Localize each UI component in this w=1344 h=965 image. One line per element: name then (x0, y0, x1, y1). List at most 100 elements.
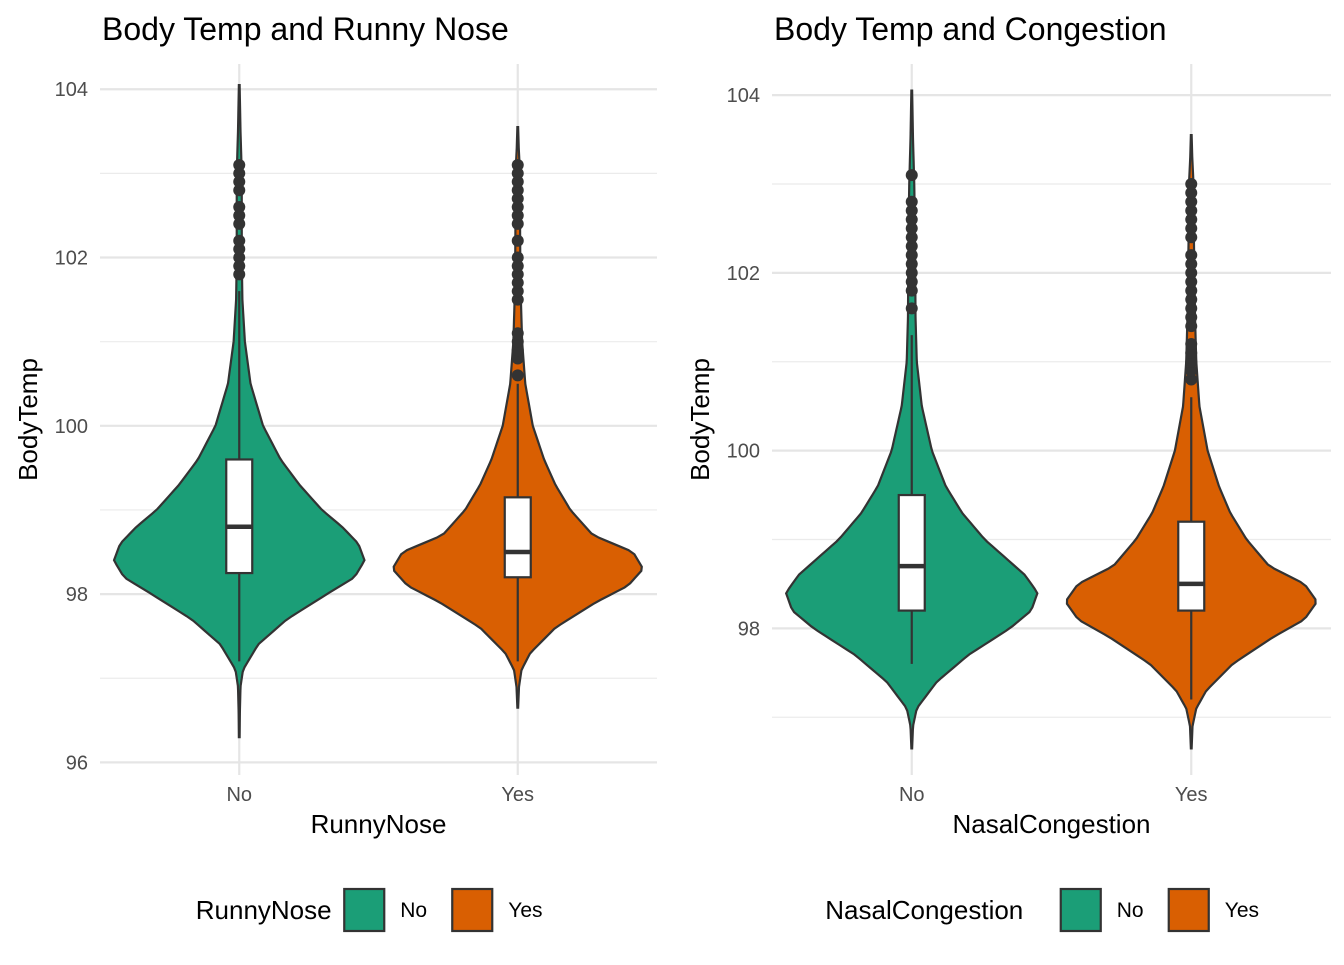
chart-title: Body Temp and Runny Nose (102, 11, 509, 47)
legend-label: No (400, 899, 427, 922)
outlier-point (1185, 355, 1198, 368)
y-tick-label: 102 (727, 263, 760, 285)
x-tick-label: Yes (1175, 784, 1208, 806)
outlier-point (511, 259, 524, 272)
legend-label: Yes (508, 899, 542, 922)
x-tick-label: No (899, 784, 925, 806)
outlier-point (1185, 257, 1198, 270)
legend-swatch-no (343, 887, 386, 933)
outlier-point (511, 285, 524, 298)
outlier-point (233, 175, 246, 188)
y-tick-label: 104 (55, 79, 88, 101)
outlier-point (233, 259, 246, 272)
box-iqr (897, 493, 926, 612)
outlier-point (1185, 364, 1198, 377)
legend-title: RunnyNose (196, 895, 332, 925)
outlier-point (905, 275, 918, 288)
outlier-point (1185, 222, 1198, 235)
x-tick-label: No (226, 784, 252, 806)
outlier-point (511, 175, 524, 188)
outlier-point (511, 344, 524, 357)
outlier-point (233, 184, 246, 197)
outlier-point (233, 234, 246, 247)
outlier-point (233, 158, 246, 171)
outlier-point (511, 209, 524, 222)
legend-swatch-yes (1167, 887, 1210, 933)
y-tick-label: 102 (55, 248, 88, 270)
y-tick-label: 96 (66, 752, 88, 774)
y-tick-label: 98 (66, 584, 88, 606)
panel-2: 98 100 102 104 No Yes NasalCongestion BodyTemp B… (685, 11, 1331, 933)
outlier-point (1185, 266, 1198, 279)
legend-label: No (1117, 899, 1144, 922)
outlier-point (905, 169, 918, 182)
outlier-point (1185, 275, 1198, 288)
legend: RunnyNose No Yes (196, 887, 543, 933)
outlier-point (511, 217, 524, 230)
y-tick-label: 98 (738, 618, 760, 640)
x-axis-label: NasalCongestion (952, 809, 1150, 839)
outlier-point (233, 209, 246, 222)
legend-label: Yes (1225, 899, 1259, 922)
outlier-point (1185, 346, 1198, 359)
outlier-point (1185, 231, 1198, 244)
outlier-point (511, 327, 524, 340)
outlier-point (511, 234, 524, 247)
outlier-point (511, 352, 524, 365)
outlier-point (1185, 302, 1198, 315)
outlier-point (905, 302, 918, 315)
box-iqr (503, 496, 532, 579)
x-axis-label: RunnyNose (311, 809, 447, 839)
y-tick-label: 100 (55, 416, 88, 438)
outlier-point (905, 222, 918, 235)
outlier-point (1185, 177, 1198, 190)
outlier-point (1185, 186, 1198, 199)
outlier-point (233, 217, 246, 230)
outlier-point (233, 167, 246, 180)
outlier-point (905, 204, 918, 217)
chart-title: Body Temp and Congestion (774, 11, 1167, 47)
outlier-point (233, 243, 246, 256)
outlier-point (511, 158, 524, 171)
outlier-point (511, 167, 524, 180)
outlier-point (1185, 249, 1198, 262)
outlier-point (1185, 337, 1198, 350)
box-iqr (1177, 520, 1206, 612)
outlier-point (1185, 293, 1198, 306)
y-axis-label: BodyTemp (13, 358, 43, 481)
x-tick-label: Yes (501, 784, 534, 806)
outlier-point (233, 251, 246, 264)
legend-swatch-yes (451, 887, 494, 933)
outlier-point (511, 276, 524, 289)
outlier-point (1185, 284, 1198, 297)
outlier-point (1185, 213, 1198, 226)
outlier-point (511, 192, 524, 205)
outlier-point (511, 201, 524, 214)
legend: NasalCongestion No Yes (825, 887, 1259, 933)
legend-title: NasalCongestion (825, 895, 1023, 925)
outlier-point (511, 293, 524, 306)
outlier-point (905, 240, 918, 253)
outlier-point (905, 231, 918, 244)
outlier-point (1185, 311, 1198, 324)
outlier-point (511, 251, 524, 264)
outlier-point (1185, 320, 1198, 333)
y-axis-label: BodyTemp (685, 358, 715, 481)
outlier-point (233, 268, 246, 281)
outlier-point (905, 249, 918, 262)
outlier-point (1185, 373, 1198, 386)
outlier-point (905, 195, 918, 208)
box-iqr (225, 458, 254, 575)
y-tick-label: 100 (727, 441, 760, 463)
outlier-point (905, 257, 918, 270)
outlier-point (511, 369, 524, 382)
y-tick-label: 104 (727, 85, 760, 107)
panel-1: 96 98 100 102 104 No Yes RunnyNose BodyTemp Body … (13, 11, 657, 933)
outlier-point (511, 184, 524, 197)
outlier-point (511, 268, 524, 281)
legend-swatch-no (1059, 887, 1102, 933)
outlier-point (905, 284, 918, 297)
outlier-point (905, 213, 918, 226)
